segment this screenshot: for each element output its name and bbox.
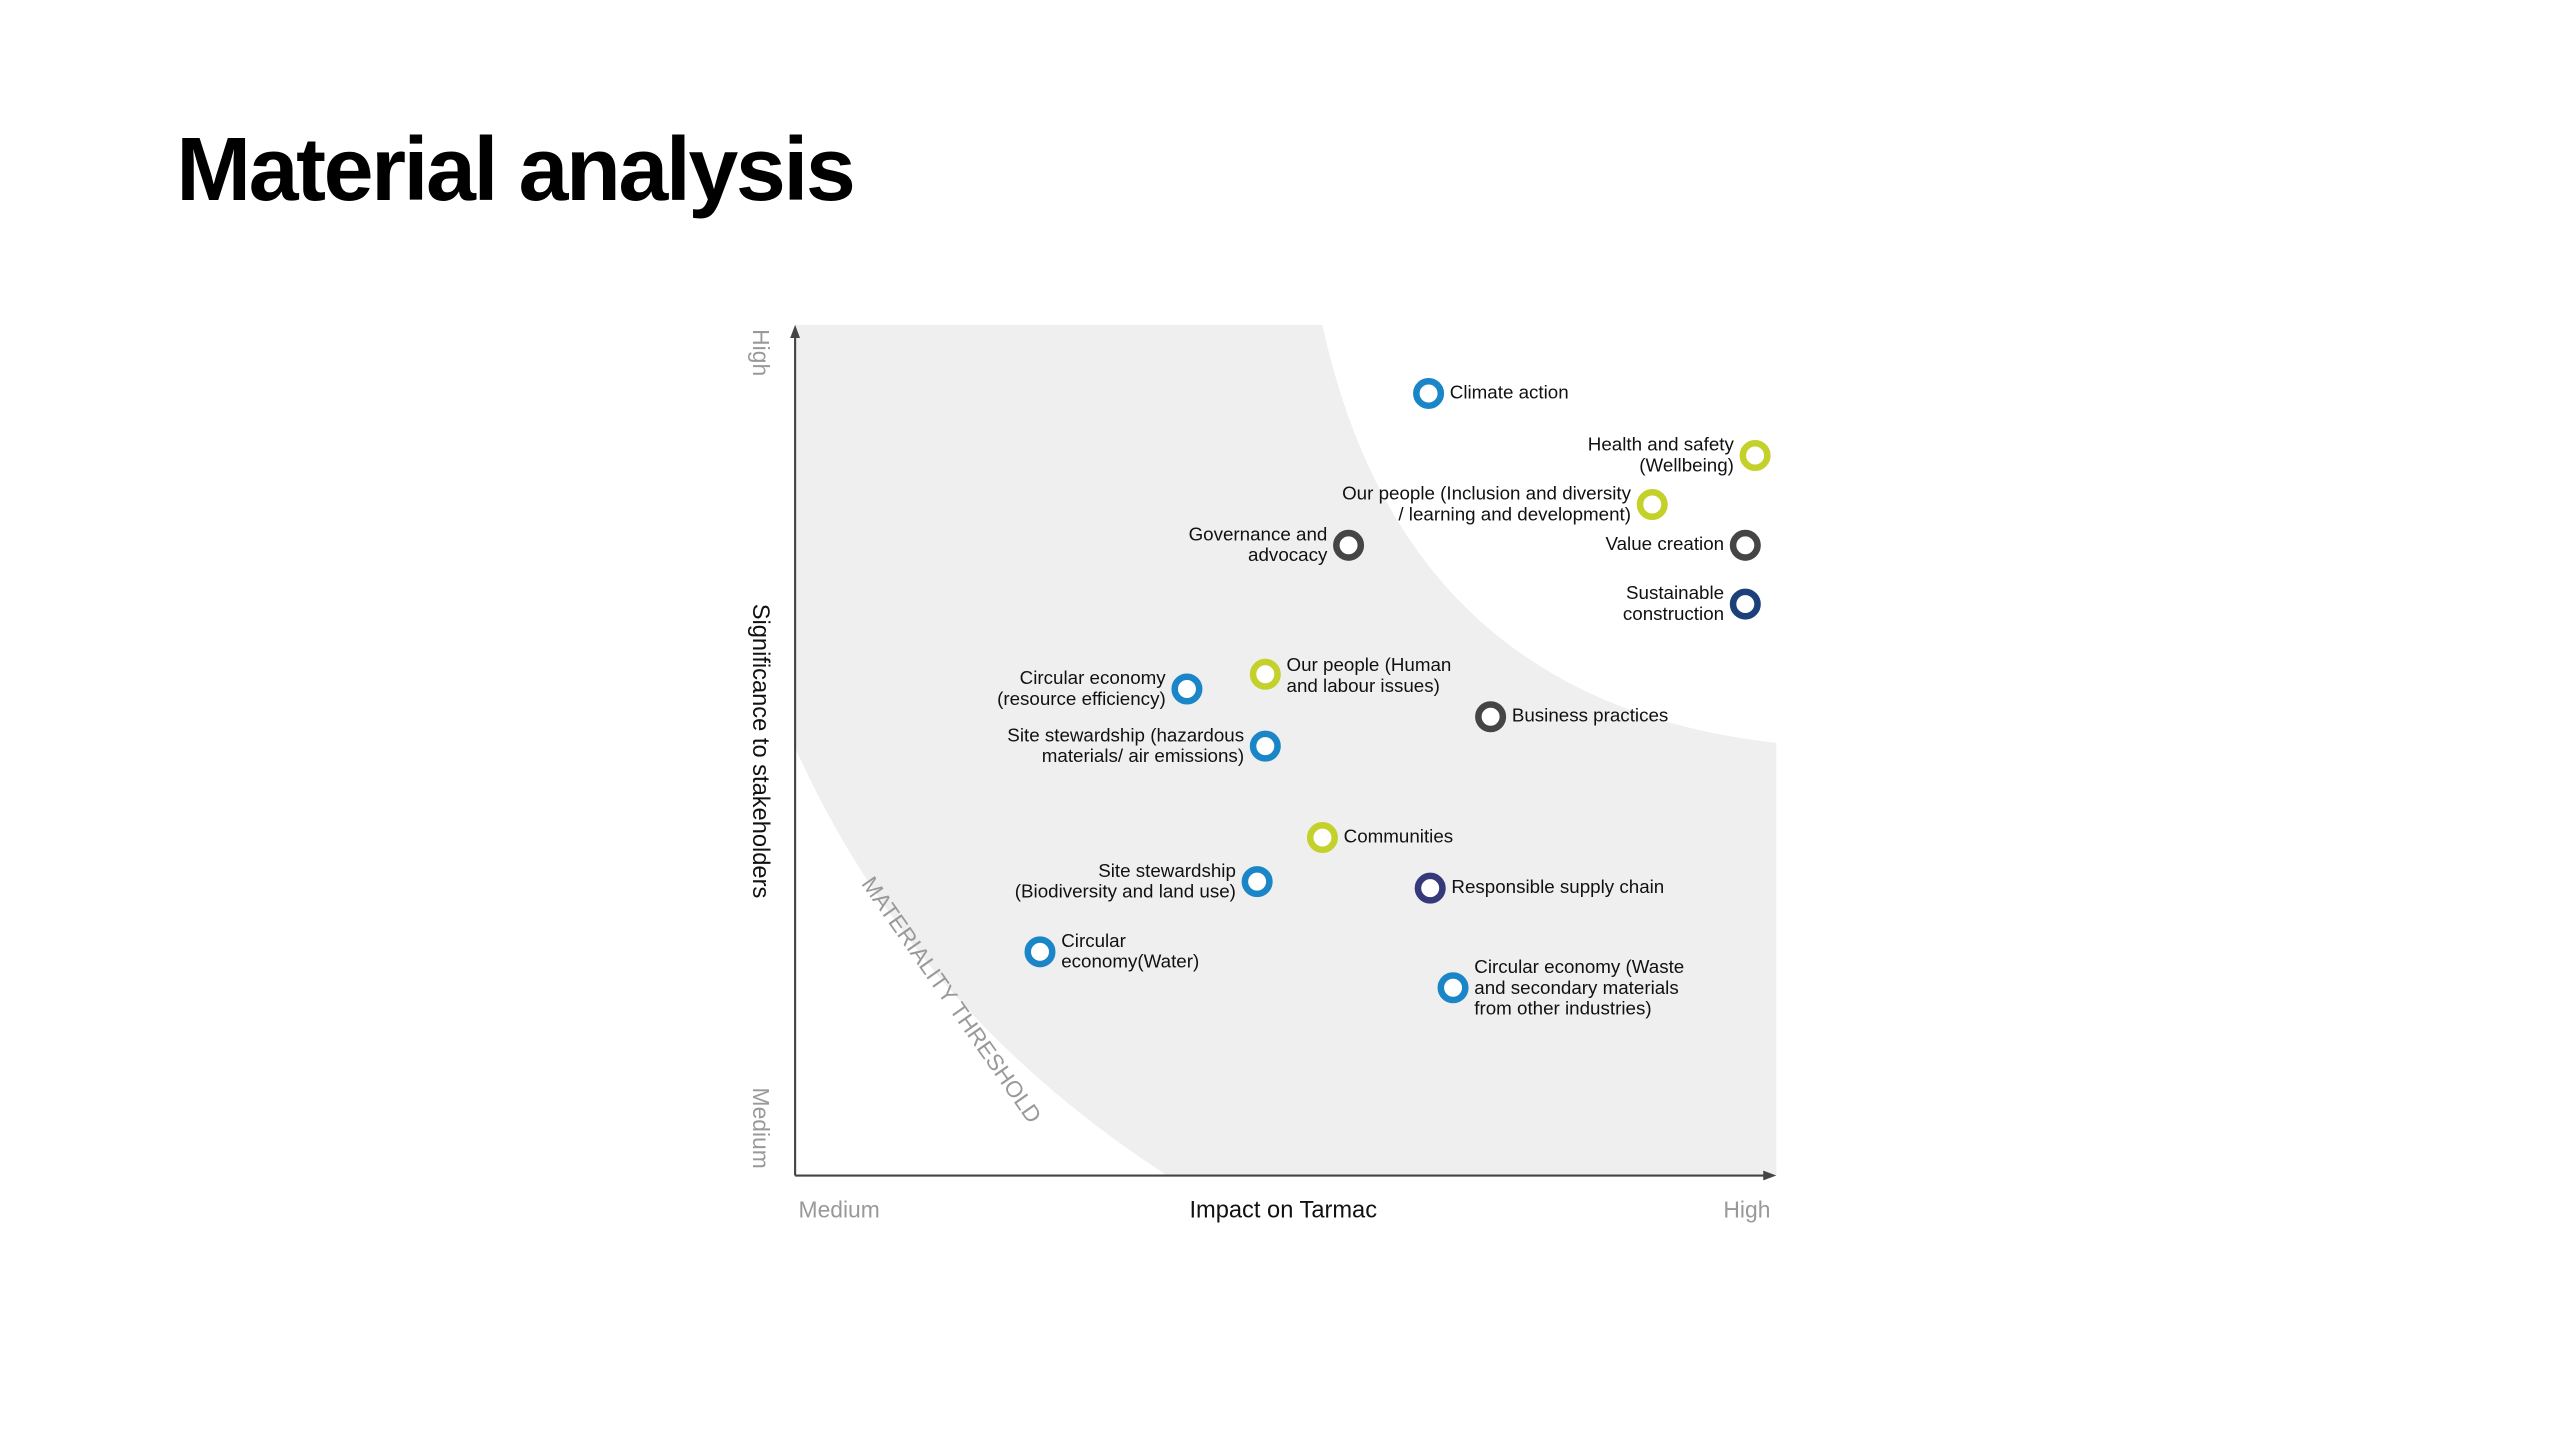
x-title: Impact on Tarmac xyxy=(1189,1198,1377,1224)
topic-label: Governance and xyxy=(1189,523,1328,544)
x-high: High xyxy=(1723,1196,1770,1222)
topic-marker xyxy=(1739,440,1771,472)
y-arrow xyxy=(790,324,800,338)
topic-label: Site stewardship (hazardous xyxy=(1007,724,1244,745)
topic-marker xyxy=(1024,936,1056,968)
topic-marker xyxy=(1475,701,1507,733)
topic-marker xyxy=(1249,730,1281,762)
topic-label: (Wellbeing) xyxy=(1639,454,1734,475)
x-arrow xyxy=(1763,1170,1777,1181)
topic-label: Sustainable xyxy=(1626,582,1724,603)
topic-marker xyxy=(1437,972,1469,1004)
topic-label: Business practices xyxy=(1512,705,1668,726)
topic-label: Circular economy xyxy=(1020,667,1167,688)
topic-marker xyxy=(1413,377,1445,409)
topic-label: economy(Water) xyxy=(1061,951,1199,972)
y-title: Significance to stakeholders xyxy=(747,604,773,899)
topic-marker xyxy=(1249,658,1281,690)
topic-label: Value creation xyxy=(1606,533,1725,554)
topic-label: Our people (Human xyxy=(1287,654,1452,675)
topic-marker xyxy=(1171,673,1203,705)
topic-marker xyxy=(1729,529,1761,561)
topic-label: Circular xyxy=(1061,930,1126,951)
topic-label: Health and safety xyxy=(1588,434,1735,455)
topic-label: Responsible supply chain xyxy=(1451,876,1664,897)
topic-label: / learning and development) xyxy=(1398,503,1631,524)
x-low: Medium xyxy=(799,1196,880,1222)
topic-label: Site stewardship xyxy=(1098,860,1236,881)
topic-marker xyxy=(1333,529,1365,561)
topic-label: Circular economy (Waste xyxy=(1474,956,1684,977)
y-low: Medium xyxy=(748,1088,774,1169)
topic-label: construction xyxy=(1623,603,1724,624)
topic-label: materials/ air emissions) xyxy=(1042,745,1244,766)
topic-marker xyxy=(1729,588,1761,620)
y-high: High xyxy=(748,329,774,376)
topic-label: (resource efficiency) xyxy=(997,688,1166,709)
topic-marker xyxy=(1636,488,1668,520)
topic-label: advocacy xyxy=(1248,544,1328,565)
topic-label: (Biodiversity and land use) xyxy=(1015,881,1236,902)
slide-title: Material analysis xyxy=(176,120,853,220)
topic-marker xyxy=(1306,822,1338,854)
topic-label: and secondary materials xyxy=(1474,977,1678,998)
topic-label: from other industries) xyxy=(1474,998,1651,1019)
topic-label: and labour issues) xyxy=(1287,675,1440,696)
topics: Climate action Health and safety(Wellbein… xyxy=(997,377,1771,1019)
topic-marker xyxy=(1241,866,1273,898)
topic-label: Our people (Inclusion and diversity xyxy=(1342,483,1632,504)
topic-label: Climate action xyxy=(1450,381,1569,402)
topic-marker xyxy=(1414,872,1446,904)
topic-label: Communities xyxy=(1344,826,1454,847)
